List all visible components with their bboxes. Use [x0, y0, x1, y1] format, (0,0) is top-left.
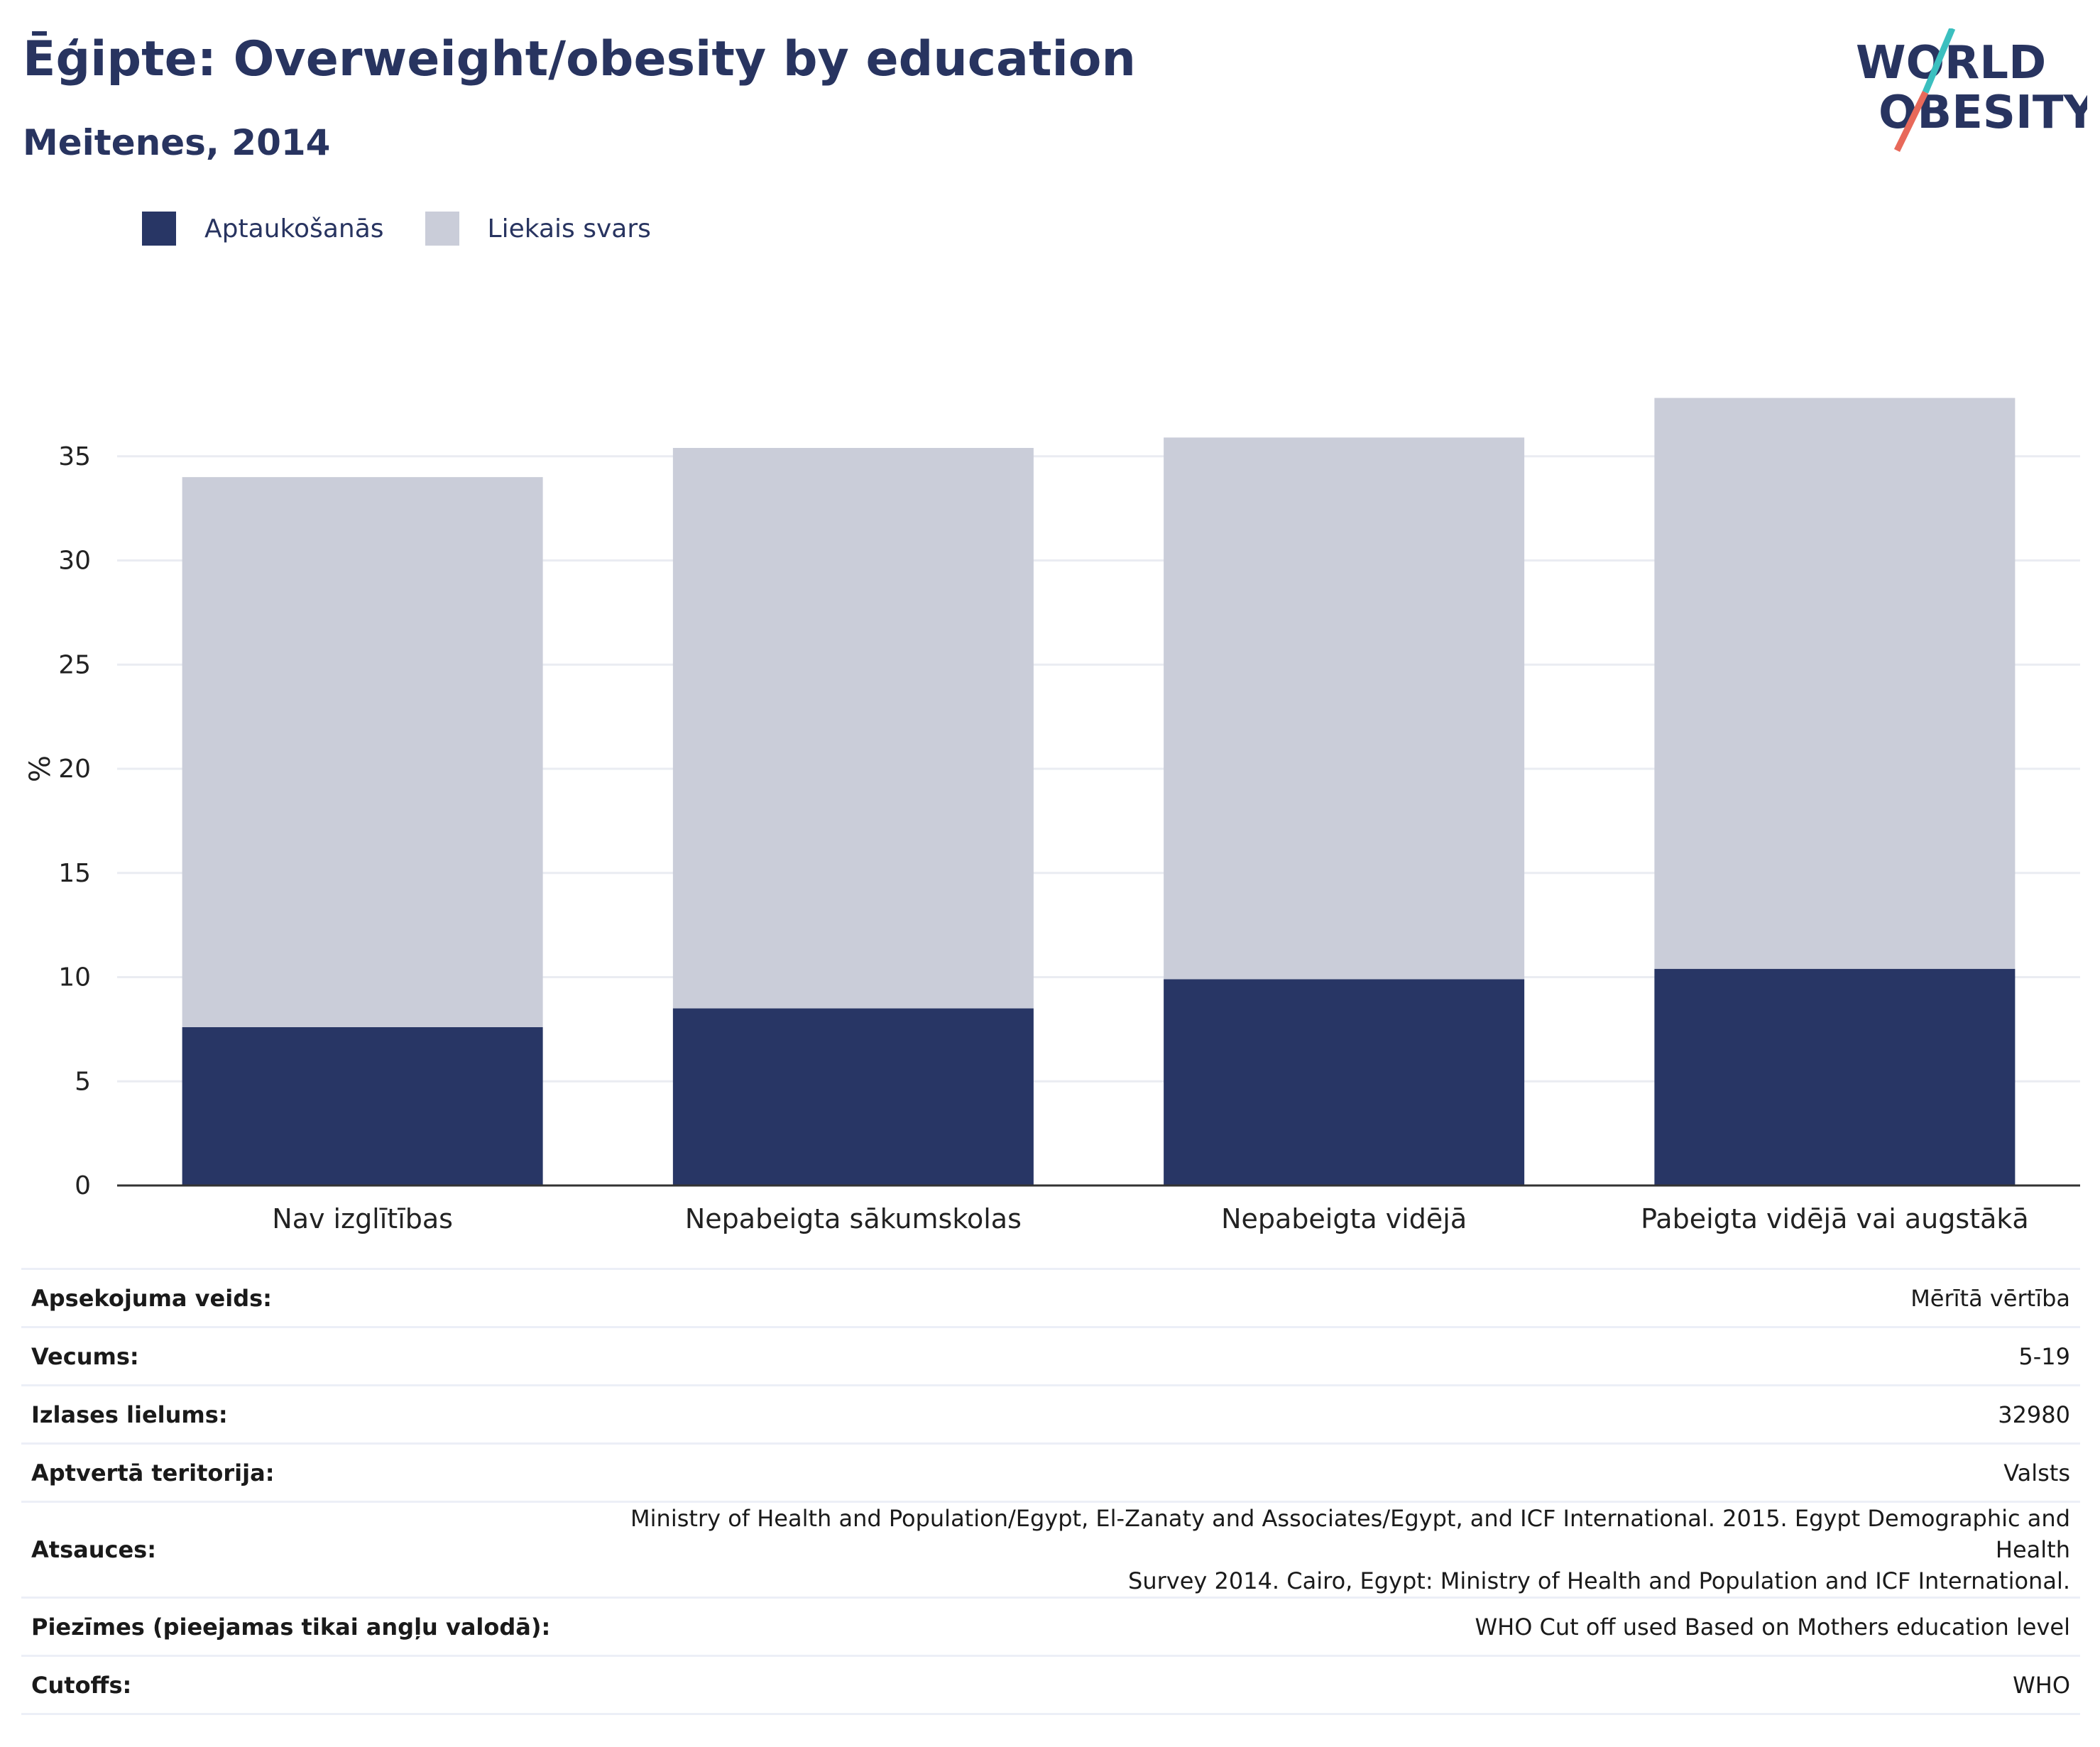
- chart-title: Ēģipte: Overweight/obesity by education: [23, 31, 1136, 87]
- legend-item-obesity[interactable]: Aptaukošanās: [142, 212, 384, 246]
- info-key: Apsekojuma veids:: [21, 1268, 609, 1327]
- info-row: Atsauces: Ministry of Health and Populati…: [21, 1501, 2080, 1598]
- info-value: WHO Cut off used Based on Mothers educat…: [609, 1597, 2080, 1656]
- chart-legend: Aptaukošanās Liekais svars: [142, 212, 692, 246]
- info-row: Izlases lielums: 32980: [21, 1384, 2080, 1444]
- info-row: Piezīmes (pieejamas tikai angļu valodā):…: [21, 1597, 2080, 1656]
- y-tick-label: 0: [75, 1171, 91, 1200]
- info-key: Atsauces:: [21, 1501, 609, 1598]
- info-value: 32980: [609, 1384, 2080, 1444]
- bar-chart: 0 5 10 15 20 25 30 35% Nav izglītības Nepabeigta …: [24, 398, 2080, 1234]
- y-tick-label: 10: [58, 963, 91, 992]
- info-key: Aptvertā teritorija:: [21, 1442, 609, 1502]
- logo-slash-top: [1922, 28, 1956, 94]
- info-key: Vecums:: [21, 1326, 609, 1386]
- logo-text-world: WORLD: [1856, 37, 2046, 89]
- legend-label-obesity: Aptaukošanās: [204, 214, 384, 243]
- x-tick-label: Pabeigta vidējā vai augstākā: [1641, 1203, 2029, 1234]
- info-value: Ministry of Health and Population/Egypt,…: [609, 1501, 2080, 1598]
- info-value: Mērītā vērtība: [609, 1268, 2080, 1327]
- x-tick-label: Nav izglītības: [272, 1203, 453, 1234]
- info-row: Aptvertā teritorija: Valsts: [21, 1442, 2080, 1502]
- legend-item-overweight[interactable]: Liekais svars: [425, 212, 651, 246]
- x-tick-label: Nepabeigta sākumskolas: [685, 1203, 1022, 1234]
- y-tick-label: 35: [58, 442, 91, 471]
- info-row: Vecums: 5-19: [21, 1326, 2080, 1386]
- y-tick-label: 25: [58, 650, 91, 679]
- info-key: Cutoffs:: [21, 1655, 609, 1715]
- info-value: 5-19: [609, 1326, 2080, 1386]
- x-tick-label: Nepabeigta vidējā: [1221, 1203, 1467, 1234]
- bar-overweight: [1164, 437, 1525, 980]
- info-value: WHO: [609, 1655, 2080, 1715]
- y-tick-label: 20: [58, 755, 91, 784]
- chart-subtitle: Meitenes, 2014: [23, 122, 331, 163]
- info-key: Piezīmes (pieejamas tikai angļu valodā):: [21, 1597, 609, 1656]
- bar-obesity: [672, 1008, 1034, 1185]
- y-axis-label: %: [24, 755, 57, 782]
- world-obesity-logo: WORLD OBESITY: [1856, 28, 2087, 152]
- info-key: Izlases lielums:: [21, 1384, 609, 1444]
- y-tick-label: 5: [75, 1067, 91, 1096]
- logo-slash-bottom: [1893, 91, 1929, 152]
- legend-swatch-overweight: [425, 212, 459, 246]
- bar-overweight: [1654, 398, 2016, 969]
- info-row: Cutoffs: WHO: [21, 1655, 2080, 1715]
- bar-overweight: [182, 477, 543, 1027]
- survey-info-table: Apsekojuma veids: Mērītā vērtība Vecums: 5-…: [21, 1268, 2080, 1715]
- info-value: Valsts: [609, 1442, 2080, 1502]
- y-tick-label: 15: [58, 859, 91, 888]
- bar-overweight: [672, 448, 1034, 1009]
- legend-swatch-obesity: [142, 212, 176, 246]
- bar-obesity: [182, 1026, 543, 1185]
- info-row: Apsekojuma veids: Mērītā vērtība: [21, 1268, 2080, 1327]
- legend-label-overweight: Liekais svars: [487, 214, 651, 243]
- bar-obesity: [1654, 968, 2016, 1185]
- y-tick-label: 30: [58, 547, 91, 576]
- bar-obesity: [1164, 979, 1525, 1185]
